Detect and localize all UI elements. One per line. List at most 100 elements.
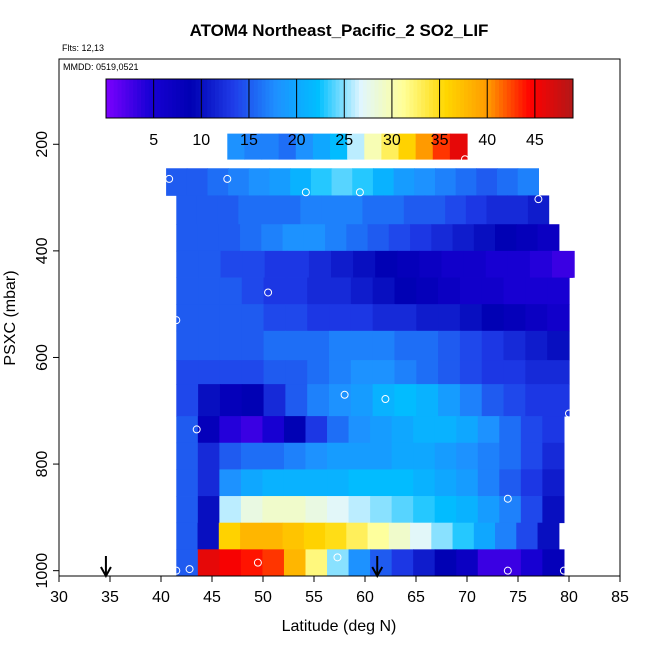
colorbar-segment bbox=[362, 79, 368, 118]
heatmap-cell bbox=[240, 416, 264, 444]
colorbar-segment bbox=[537, 79, 543, 118]
heatmap-cell bbox=[176, 195, 198, 225]
colorbar-segment bbox=[222, 79, 228, 118]
colorbar-segment bbox=[246, 79, 251, 118]
heatmap-cell bbox=[290, 168, 312, 196]
colorbar-tick-label: 10 bbox=[192, 132, 210, 149]
heatmap-cell bbox=[486, 195, 508, 225]
colorbar-segment bbox=[335, 79, 340, 118]
heatmap-cell bbox=[542, 416, 565, 444]
heatmap-cell bbox=[503, 330, 526, 361]
heatmap-cell bbox=[303, 522, 326, 550]
colorbar-segment bbox=[133, 79, 138, 118]
colorbar-segment bbox=[506, 79, 512, 118]
heatmap-cell bbox=[186, 168, 209, 196]
colorbar-segment bbox=[249, 79, 255, 118]
heatmap-cell bbox=[283, 549, 307, 577]
x-tick-label: 65 bbox=[407, 589, 425, 606]
heatmap-cell bbox=[348, 442, 371, 470]
colorbar-segment bbox=[541, 79, 547, 118]
heatmap-cell bbox=[285, 384, 308, 417]
heatmap-cell bbox=[520, 469, 543, 497]
colorbar-segment bbox=[129, 79, 134, 118]
colorbar-segment bbox=[475, 79, 481, 118]
colorbar-segment bbox=[211, 79, 216, 118]
heatmap-cell bbox=[307, 384, 330, 417]
heatmap-cell bbox=[441, 250, 465, 278]
heatmap-cell bbox=[176, 250, 199, 278]
heatmap-cell bbox=[350, 384, 374, 417]
heatmap-cell bbox=[370, 496, 393, 524]
heatmap-cell bbox=[520, 549, 543, 577]
heatmap-cell bbox=[325, 224, 347, 252]
observation-point bbox=[460, 155, 469, 164]
latitude-arrow bbox=[100, 556, 112, 579]
heatmap-cell bbox=[416, 304, 439, 332]
colorbar-segment bbox=[277, 79, 282, 118]
heatmap-cell bbox=[517, 168, 539, 196]
heatmap-cell bbox=[413, 416, 436, 444]
heatmap-cell bbox=[220, 250, 244, 278]
heatmap-cell bbox=[330, 133, 348, 160]
colorbar-segment bbox=[436, 79, 442, 118]
heatmap-cell bbox=[262, 469, 285, 497]
heatmap-cell bbox=[397, 250, 420, 278]
heatmap-cell bbox=[431, 522, 454, 550]
colorbar-segment bbox=[557, 79, 562, 118]
colorbar-segment bbox=[320, 79, 325, 118]
x-tick-label: 45 bbox=[203, 589, 221, 606]
colorbar-segment bbox=[452, 79, 457, 118]
colorbar-segment bbox=[499, 79, 504, 118]
colorbar-segment bbox=[569, 79, 574, 118]
heatmap-cell bbox=[481, 330, 505, 361]
colorbar-segment bbox=[358, 79, 364, 118]
colorbar-tick-label: 25 bbox=[335, 132, 353, 149]
heatmap-cell bbox=[370, 469, 393, 497]
heatmap-cell bbox=[197, 522, 220, 550]
heatmap-cell bbox=[198, 304, 221, 332]
heatmap-cell bbox=[503, 277, 526, 305]
colorbar-segment bbox=[425, 79, 430, 118]
heatmap-cell bbox=[346, 522, 369, 550]
heatmap-cell bbox=[414, 168, 436, 196]
observation-point bbox=[223, 174, 232, 183]
heatmap-cell bbox=[329, 304, 352, 332]
heatmap-cell bbox=[269, 168, 291, 196]
heatmap-cell bbox=[485, 250, 509, 278]
heatmap-cell bbox=[176, 522, 199, 550]
colorbar-segment bbox=[393, 79, 399, 118]
heatmap-cell bbox=[329, 384, 352, 417]
heatmap-cell bbox=[262, 442, 285, 470]
heatmap-cell bbox=[176, 360, 199, 385]
heatmap-cell bbox=[499, 416, 522, 444]
heatmap-cell bbox=[261, 522, 284, 550]
heatmap-cell bbox=[476, 168, 498, 196]
heatmap-cell bbox=[449, 133, 468, 160]
heatmap-cell bbox=[456, 549, 479, 577]
observation-point bbox=[192, 425, 201, 434]
x-tick-label: 40 bbox=[152, 589, 170, 606]
heatmap-cell bbox=[240, 224, 262, 252]
x-tick-label: 30 bbox=[50, 589, 68, 606]
colorbar-segment bbox=[172, 79, 177, 118]
y-axis: 200 400 600 800 1000 bbox=[34, 131, 60, 588]
heatmap-cell bbox=[537, 224, 560, 252]
heatmap-cell bbox=[248, 168, 271, 196]
heatmap-cell bbox=[413, 496, 436, 524]
heatmap-cell bbox=[327, 549, 350, 577]
heatmap-cell bbox=[217, 195, 239, 225]
colorbar-segment bbox=[234, 79, 239, 118]
heatmap-cell bbox=[307, 330, 330, 361]
heatmap-cell bbox=[283, 416, 307, 444]
heatmap-cell bbox=[286, 250, 310, 278]
heatmap-cell bbox=[312, 133, 331, 160]
heatmap-cell bbox=[350, 277, 374, 305]
heatmap-cell bbox=[452, 522, 475, 550]
heatmap-cell bbox=[350, 330, 374, 361]
heatmap-cell bbox=[305, 416, 328, 444]
heatmap-cell bbox=[516, 224, 539, 252]
heatmap-cell bbox=[238, 195, 260, 225]
colorbar-segment bbox=[432, 79, 438, 118]
heatmap-cell bbox=[329, 277, 352, 305]
colorbar-segment bbox=[401, 79, 407, 118]
